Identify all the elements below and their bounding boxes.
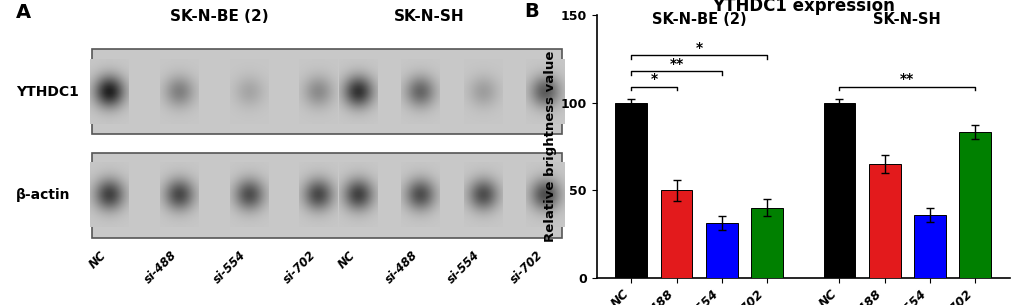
Text: *: * [695,41,702,55]
Text: si-702: si-702 [281,249,318,286]
Text: si-554: si-554 [445,249,482,286]
Text: SK-N-BE (2): SK-N-BE (2) [651,13,746,27]
Title: YTHDC1 expression: YTHDC1 expression [711,0,894,15]
Bar [959,132,990,278]
Bar [92,152,561,238]
Text: *: * [650,72,657,86]
Bar [614,103,646,278]
Bar [750,208,783,278]
Text: SK-N-SH: SK-N-SH [872,13,941,27]
Text: si-488: si-488 [382,249,420,286]
Bar [913,215,945,278]
Text: YTHDC1: YTHDC1 [16,84,78,99]
Text: SK-N-BE (2): SK-N-BE (2) [170,9,269,24]
Y-axis label: Relative brightness value: Relative brightness value [543,51,556,242]
Bar [822,103,855,278]
Bar [660,190,692,278]
Text: si-554: si-554 [211,249,249,286]
Text: A: A [16,3,31,22]
Text: SK-N-SH: SK-N-SH [393,9,464,24]
Text: si-702: si-702 [507,249,544,286]
Text: B: B [524,2,539,21]
Text: NC: NC [87,249,109,271]
Bar [868,164,900,278]
Text: **: ** [668,57,683,71]
Text: NC: NC [335,249,358,271]
Text: **: ** [900,72,914,86]
Bar [705,223,737,278]
Text: si-488: si-488 [142,249,179,286]
Text: β-actin: β-actin [16,188,70,202]
Bar [92,49,561,134]
